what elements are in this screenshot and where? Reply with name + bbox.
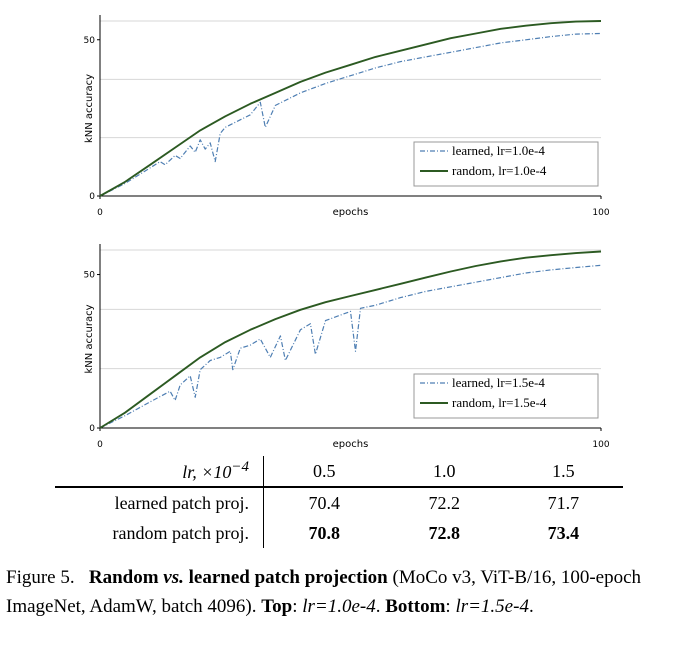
y-tick-label: 0 (89, 424, 95, 434)
legend-label: learned, lr=1.0e-4 (452, 143, 545, 158)
table-cell: 72.8 (428, 522, 460, 543)
caption-top-value: lr=1.0e-4 (302, 596, 376, 617)
x-tick-label: 0 (97, 440, 103, 450)
caption-mid: . (375, 596, 386, 617)
table-row-label: learned patch proj. (55, 487, 264, 518)
table-cell: 70.4 (308, 492, 341, 513)
legend-label: random, lr=1.0e-4 (452, 163, 547, 178)
table-row: random patch proj. 70.8 72.8 73.4 (55, 518, 623, 548)
legend-label: random, lr=1.5e-4 (452, 395, 547, 410)
caption-end: . (528, 596, 534, 617)
caption-figure-number: Figure 5. (6, 567, 75, 588)
y-tick-label: 50 (84, 36, 96, 46)
caption-top-sep: : (292, 596, 303, 617)
x-axis-label: epochs (333, 207, 369, 218)
table-header-row: lr, ×10−4 0.5 1.0 1.5 (55, 456, 623, 488)
caption-bottom-sep: : (445, 596, 456, 617)
x-tick-label: 100 (592, 440, 609, 450)
x-tick-label: 0 (97, 208, 103, 218)
caption-body: (MoCo v3, ViT-B/16, 100-epoch ImageNet, … (6, 567, 642, 617)
table-cell: 71.7 (547, 492, 580, 513)
series-line-random (99, 250, 602, 429)
table-cell: 70.8 (308, 522, 341, 543)
table-header-col: 0.5 (263, 456, 385, 488)
legend-label: learned, lr=1.5e-4 (452, 375, 545, 390)
caption-top-label: Top (261, 596, 293, 617)
table-header-col: 1.0 (384, 456, 504, 488)
x-tick-label: 100 (592, 208, 609, 218)
table-cell: 72.2 (428, 492, 460, 513)
results-table: lr, ×10−4 0.5 1.0 1.5 learned patch proj… (55, 456, 623, 548)
caption-title-vs: vs. (163, 567, 184, 588)
lr-label: lr, ×10 (182, 462, 232, 482)
figure-caption: Figure 5. Random vs. learned patch proje… (6, 563, 674, 621)
x-axis-label: epochs (333, 439, 369, 450)
chart-top: 0 50 0 100 epochs kNN accuracy learned, lr=1.0… (84, 15, 610, 218)
legend-box (413, 141, 599, 187)
y-axis-label: kNN accuracy (84, 304, 95, 373)
chart-bottom: 0 50 0 100 epochs kNN accuracy learned, lr=1.5… (84, 244, 610, 450)
series-line-random (99, 20, 602, 197)
lr-exponent: −4 (231, 459, 249, 475)
y-axis-label: kNN accuracy (84, 74, 95, 143)
table-header-col: 1.5 (503, 456, 623, 488)
table-header-label: lr, ×10−4 (55, 456, 264, 488)
table-cell: 73.4 (547, 522, 580, 543)
y-tick-label: 50 (84, 271, 96, 281)
caption-title-a: Random (88, 567, 164, 588)
caption-title-b: learned patch projection (183, 567, 388, 588)
table-row: learned patch proj. 70.4 72.2 71.7 (55, 487, 623, 518)
series-line-learned (99, 264, 602, 429)
y-tick-label: 0 (89, 192, 95, 202)
legend-box (413, 373, 599, 419)
caption-bottom-value: lr=1.5e-4 (455, 596, 529, 617)
caption-bottom-label: Bottom (385, 596, 446, 617)
table-row-label: random patch proj. (55, 518, 264, 548)
series-line-learned (99, 32, 602, 197)
